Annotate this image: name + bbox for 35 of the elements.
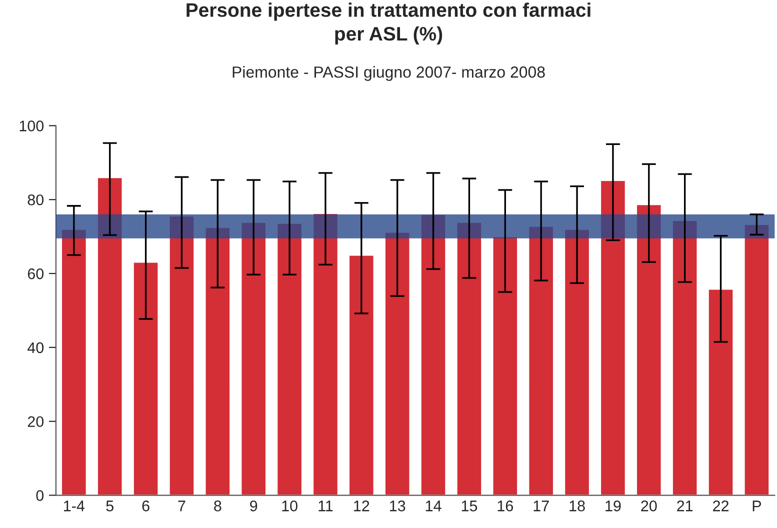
bar [96,176,124,496]
y-tick-label: 100 [20,120,44,132]
chart-title: Persone ipertese in trattamento con farmaci per ASL (%) [186,2,590,45]
x-tick-label: 21 [677,500,693,512]
x-tick-label: P [752,500,761,512]
x-tick-label: 10 [282,500,298,512]
x-tick-label: 1-4 [64,500,85,512]
x-tick-label: 6 [142,500,150,512]
bar [492,236,518,496]
y-tick-label: 0 [36,490,44,501]
x-tick-label: 11 [318,500,333,512]
x-tick-label: 13 [390,500,406,512]
bar [420,214,447,496]
x-tick-label: 22 [713,500,728,512]
x-tick-label: 16 [498,500,513,512]
x-tick-label: 9 [250,500,258,512]
bar [600,180,626,496]
x-tick-label: 17 [534,500,549,512]
y-tick-label: 40 [28,342,44,354]
x-tick-label: 8 [214,500,222,512]
bar [132,261,160,496]
y-tick-label: 60 [28,268,44,280]
x-tick-label: 5 [106,500,114,512]
x-tick-label: 7 [178,500,186,512]
x-tick-label: 12 [354,500,370,512]
chart-subtitle: Piemonte - PASSI giugno 2007- marzo 2008 [232,66,545,81]
y-tick-label: 80 [28,194,44,206]
x-tick-label: 15 [462,500,478,512]
x-tick-label: 14 [426,500,442,512]
x-tick-label: 18 [570,500,585,512]
bar [707,288,734,496]
bar [348,254,375,496]
x-tick-label: 20 [641,500,657,512]
x-tick-label: 19 [606,500,621,512]
y-tick-label: 20 [28,416,44,428]
